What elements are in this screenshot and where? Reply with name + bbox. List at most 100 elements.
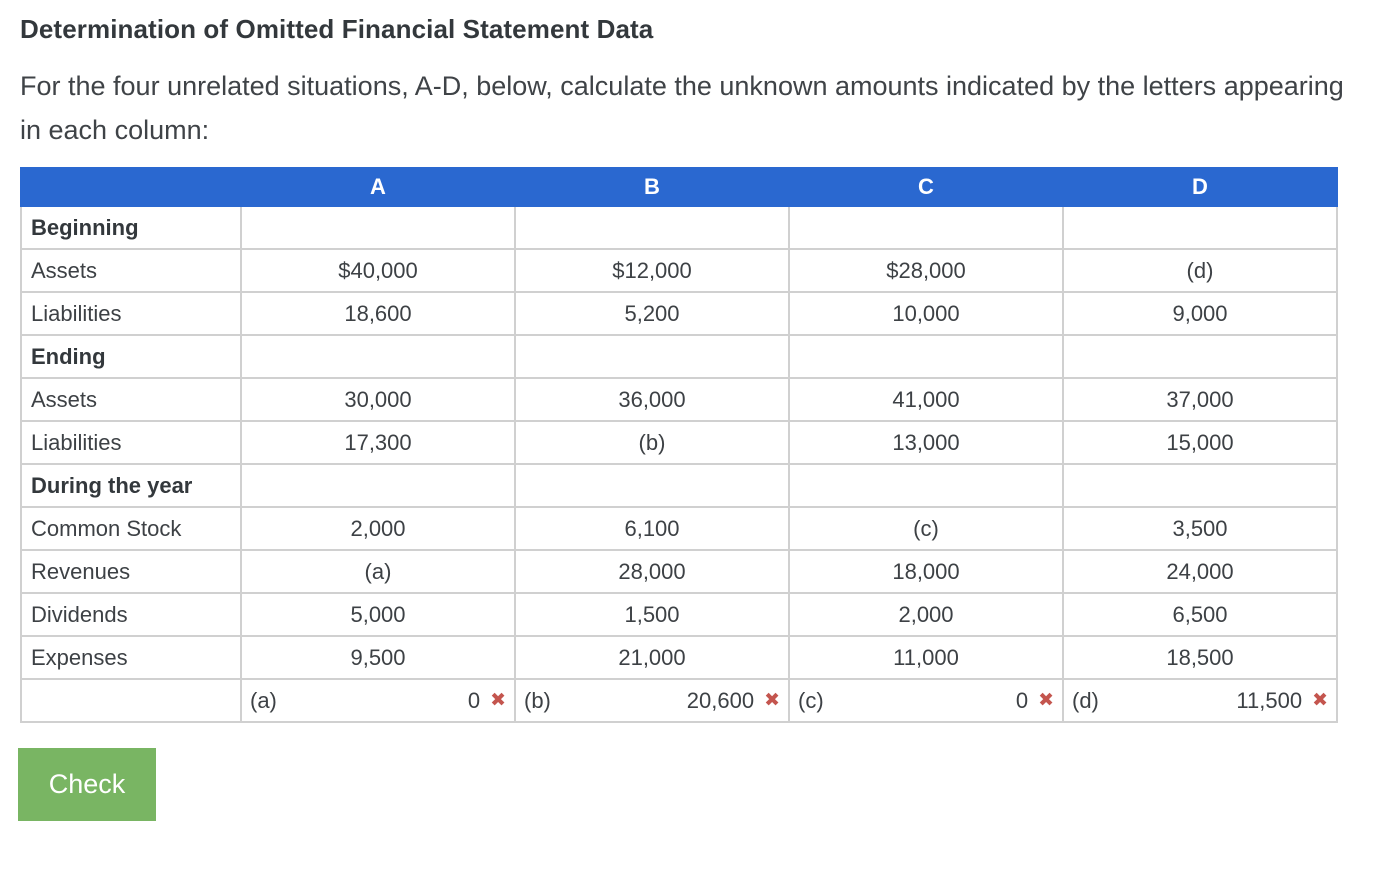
row-label: Liabilities <box>20 291 242 337</box>
value-cell <box>788 205 1064 251</box>
row-label: During the year <box>20 463 242 509</box>
header-cell-C: C <box>788 167 1064 208</box>
value-cell: 28,000 <box>514 549 790 595</box>
header-cell-D: D <box>1062 167 1338 208</box>
row-label: Expenses <box>20 635 242 681</box>
table-header: A B C D <box>20 167 1338 208</box>
table-row: Liabilities 18,600 5,200 10,000 9,000 <box>20 291 1338 337</box>
header-cell-B: B <box>514 167 790 208</box>
value-cell: 11,000 <box>788 635 1064 681</box>
value-cell: 21,000 <box>514 635 790 681</box>
value-cell <box>514 205 790 251</box>
value-cell: 18,000 <box>788 549 1064 595</box>
value-cell: 2,000 <box>788 592 1064 638</box>
answer-value: 0 <box>1015 687 1029 713</box>
value-cell: 30,000 <box>240 377 516 423</box>
value-cell: 9,000 <box>1062 291 1338 337</box>
table-body: Beginning Assets $40,000 $12,000 $28,000 (d) L… <box>20 205 1338 724</box>
value-cell: 37,000 <box>1062 377 1338 423</box>
value-cell <box>514 463 790 509</box>
value-cell: (b) <box>514 420 790 466</box>
incorrect-x-icon: ✖ <box>490 689 506 712</box>
answer-cell-content: (b) 20,600 ✖ <box>524 688 780 714</box>
value-cell: 36,000 <box>514 377 790 423</box>
answer-row-empty-cell <box>20 678 242 724</box>
value-cell: 15,000 <box>1062 420 1338 466</box>
table-row: Dividends 5,000 1,500 2,000 6,500 <box>20 592 1338 638</box>
header-row: A B C D <box>20 167 1338 208</box>
table-row: Beginning <box>20 205 1338 251</box>
value-cell: 24,000 <box>1062 549 1338 595</box>
value-cell: 1,500 <box>514 592 790 638</box>
answer-value: 11,500 <box>1236 687 1303 713</box>
value-cell: 3,500 <box>1062 506 1338 552</box>
answer-cell-content: (c) 0 ✖ <box>798 688 1054 714</box>
value-cell: (a) <box>240 549 516 595</box>
header-cell-A: A <box>240 167 516 208</box>
value-cell <box>1062 205 1338 251</box>
row-label: Assets <box>20 377 242 423</box>
value-cell: 18,500 <box>1062 635 1338 681</box>
value-cell <box>788 334 1064 380</box>
value-cell: 5,000 <box>240 592 516 638</box>
table-row: Liabilities 17,300 (b) 13,000 15,000 <box>20 420 1338 466</box>
table-row: Common Stock 2,000 6,100 (c) 3,500 <box>20 506 1338 552</box>
incorrect-x-icon: ✖ <box>1312 689 1328 712</box>
value-cell <box>240 334 516 380</box>
answer-value: 20,600 <box>686 687 755 713</box>
row-label: Liabilities <box>20 420 242 466</box>
value-cell: $28,000 <box>788 248 1064 294</box>
answer-cell-c[interactable]: (c) 0 ✖ <box>788 678 1064 724</box>
value-cell: 13,000 <box>788 420 1064 466</box>
answer-cell-content: (a) 0 ✖ <box>250 688 506 714</box>
value-cell: (c) <box>788 506 1064 552</box>
answer-letter: (d) <box>1072 687 1099 713</box>
value-cell: 9,500 <box>240 635 516 681</box>
incorrect-x-icon: ✖ <box>764 689 780 712</box>
answer-letter: (c) <box>798 687 824 713</box>
value-cell: 18,600 <box>240 291 516 337</box>
value-cell <box>240 463 516 509</box>
answer-letter: (b) <box>524 687 551 713</box>
row-label: Dividends <box>20 592 242 638</box>
value-cell: 17,300 <box>240 420 516 466</box>
instructions-text: For the four unrelated situations, A-D, … <box>20 71 1344 145</box>
answer-cell-a[interactable]: (a) 0 ✖ <box>240 678 516 724</box>
table-row: Expenses 9,500 21,000 11,000 18,500 <box>20 635 1338 681</box>
answer-row: (a) 0 ✖ (b) 20,600 ✖ (c) 0 ✖ (d) 11,500 ✖ <box>20 678 1338 724</box>
table-row: Ending <box>20 334 1338 380</box>
row-label: Revenues <box>20 549 242 595</box>
table-row: Assets $40,000 $12,000 $28,000 (d) <box>20 248 1338 294</box>
answer-value: 0 <box>467 687 481 713</box>
row-label: Ending <box>20 334 242 380</box>
incorrect-x-icon: ✖ <box>1038 689 1054 712</box>
header-cell-empty <box>20 167 242 208</box>
answer-letter: (a) <box>250 687 277 713</box>
row-label: Beginning <box>20 205 242 251</box>
value-cell <box>240 205 516 251</box>
page-title: Determination of Omitted Financial State… <box>20 14 654 44</box>
answer-cell-b[interactable]: (b) 20,600 ✖ <box>514 678 790 724</box>
table-row: Revenues (a) 28,000 18,000 24,000 <box>20 549 1338 595</box>
value-cell: 5,200 <box>514 291 790 337</box>
value-cell <box>1062 463 1338 509</box>
value-cell: $12,000 <box>514 248 790 294</box>
value-cell: 6,500 <box>1062 592 1338 638</box>
answer-cell-content: (d) 11,500 ✖ <box>1072 688 1328 714</box>
value-cell <box>1062 334 1338 380</box>
answer-cell-d[interactable]: (d) 11,500 ✖ <box>1062 678 1338 724</box>
check-button[interactable]: Check <box>18 748 156 822</box>
financial-data-table: A B C D Beginning Assets $40,000 $12,000 $28… <box>20 167 1338 724</box>
value-cell: (d) <box>1062 248 1338 294</box>
value-cell: 10,000 <box>788 291 1064 337</box>
row-label: Common Stock <box>20 506 242 552</box>
value-cell: 2,000 <box>240 506 516 552</box>
value-cell: $40,000 <box>240 248 516 294</box>
value-cell: 41,000 <box>788 377 1064 423</box>
table-row: During the year <box>20 463 1338 509</box>
value-cell <box>514 334 790 380</box>
value-cell: 6,100 <box>514 506 790 552</box>
row-label: Assets <box>20 248 242 294</box>
table-row: Assets 30,000 36,000 41,000 37,000 <box>20 377 1338 423</box>
